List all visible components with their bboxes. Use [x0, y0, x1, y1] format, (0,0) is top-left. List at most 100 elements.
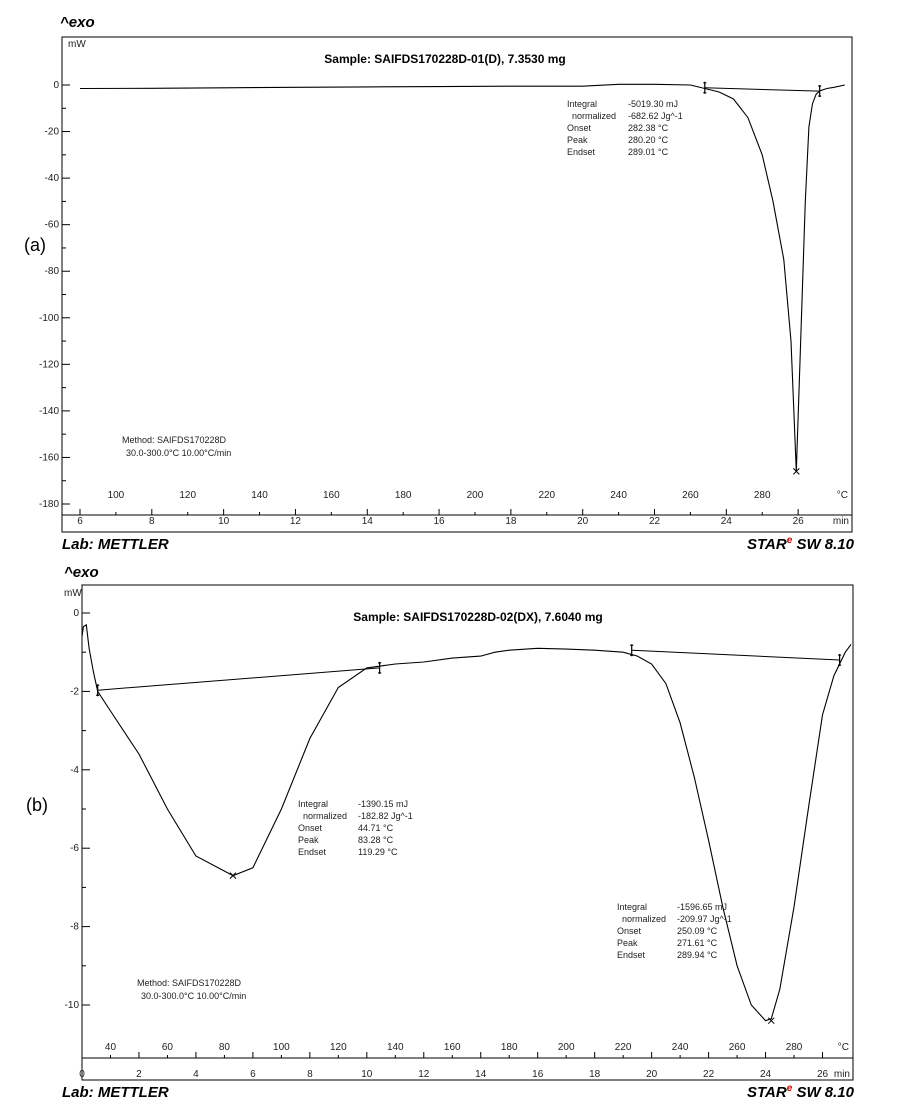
exo-label-b: ^exo: [64, 564, 99, 581]
limit-marker: [96, 684, 100, 697]
temp-tick-label: 60: [162, 1042, 174, 1053]
x-tick-label: 8: [149, 516, 155, 527]
x-tick-label: 26: [793, 516, 805, 527]
y-tick-label: -4: [70, 765, 79, 776]
result-value: 44.71 °C: [358, 823, 394, 833]
temp-tick-label: 160: [444, 1042, 461, 1053]
y-tick-label: -60: [45, 220, 60, 231]
y-tick-label: -8: [70, 922, 79, 933]
software-star-a: STAR: [747, 536, 787, 553]
software-star-b: STAR: [747, 1084, 787, 1101]
panel-label-a: (a): [24, 235, 46, 255]
y-unit-a: mW: [68, 39, 86, 50]
result-label: Endset: [298, 847, 327, 857]
result-value: -682.62 Jg^-1: [628, 111, 683, 121]
peak-marker: [792, 468, 800, 475]
method-line-1-b: Method: SAIFDS170228D: [137, 978, 242, 988]
temp-tick-label: 260: [729, 1042, 746, 1053]
result-value: 289.94 °C: [677, 950, 718, 960]
panel-label-b: (b): [26, 795, 48, 815]
x-tick-label: 20: [646, 1069, 658, 1080]
y-tick-label: 0: [73, 608, 79, 619]
y-tick-label: -80: [45, 266, 60, 277]
temp-tick-label: 220: [615, 1042, 632, 1053]
result-label: Onset: [617, 926, 642, 936]
x-tick-label: 10: [361, 1069, 373, 1080]
result-label: Onset: [567, 123, 592, 133]
result-label: Peak: [567, 135, 588, 145]
x-tick-label: 20: [577, 516, 589, 527]
sample-title-b: Sample: SAIFDS170228D-02(DX), 7.6040 mg: [353, 610, 602, 624]
y-unit-b: mW: [64, 588, 82, 599]
temp-tick-label: 280: [754, 490, 771, 501]
temp-tick-label: 240: [610, 490, 627, 501]
integration-baseline: [704, 87, 820, 92]
limit-marker: [818, 85, 822, 98]
y-tick-label: -40: [45, 173, 60, 184]
result-value: -1390.15 mJ: [358, 799, 408, 809]
temp-tick-label: 160: [323, 490, 340, 501]
result-label: Onset: [298, 823, 323, 833]
temp-tick-label: 140: [251, 490, 268, 501]
software-rest-a: SW 8.10: [792, 536, 854, 553]
result-value: 119.29 °C: [358, 847, 398, 857]
y-tick-label: -100: [39, 313, 59, 324]
result-value: -1596.65 mJ: [677, 902, 727, 912]
software-rest-b: SW 8.10: [792, 1084, 854, 1101]
dsc-curve: [81, 623, 852, 1022]
method-line-1-a: Method: SAIFDS170228D: [122, 435, 227, 445]
peak-marker: [229, 872, 237, 879]
software-e-b: e: [787, 1083, 793, 1094]
result-value: 83.28 °C: [358, 835, 394, 845]
temp-tick-label: 120: [179, 490, 196, 501]
temp-tick-label: 40: [105, 1042, 117, 1053]
y-tick-label: -160: [39, 452, 59, 463]
temp-tick-label: 200: [467, 490, 484, 501]
limit-marker: [378, 661, 382, 674]
temp-tick-label: 240: [672, 1042, 689, 1053]
y-tick-label: -180: [39, 499, 59, 510]
sample-title-a: Sample: SAIFDS170228D-01(D), 7.3530 mg: [324, 52, 565, 66]
x-tick-label: 4: [193, 1069, 199, 1080]
method-line-2-b: 30.0-300.0°C 10.00°C/min: [141, 991, 246, 1001]
result-label: Endset: [567, 147, 596, 157]
result-value: 280.20 °C: [628, 135, 669, 145]
plot-frame-a: [61, 36, 853, 533]
software-e-a: e: [787, 535, 793, 546]
plot-frame-b: [81, 584, 854, 1081]
x-tick-label: 6: [250, 1069, 256, 1080]
x-axis-label: min: [834, 1069, 850, 1080]
method-line-2-a: 30.0-300.0°C 10.00°C/min: [126, 448, 231, 458]
y-tick-label: -6: [70, 843, 79, 854]
temp-axis-unit: °C: [838, 1042, 849, 1053]
result-label: Integral: [567, 99, 597, 109]
dsc-curve: [79, 83, 845, 472]
limit-marker: [630, 644, 634, 657]
integration-baseline: [631, 649, 840, 661]
result-value: -209.97 Jg^-1: [677, 914, 732, 924]
panel-b: ^exo (b) mW Sample: SAIFDS170228D-02(DX)…: [26, 564, 855, 1101]
y-tick-label: -10: [65, 1000, 80, 1011]
x-tick-label: 14: [475, 1069, 487, 1080]
result-value: -5019.30 mJ: [628, 99, 678, 109]
x-tick-label: 22: [703, 1069, 715, 1080]
temp-tick-label: 280: [786, 1042, 803, 1053]
result-label: Integral: [298, 799, 328, 809]
chart-b: 0-2-4-6-8-100 2 4 6 8 10 12 14 16 18 20 22 24 26 min40…: [65, 608, 852, 1080]
y-tick-label: -140: [39, 406, 59, 417]
integration-baseline: [97, 667, 380, 691]
panel-a: ^exo (a) mW Sample: SAIFDS170228D-01(D),…: [24, 14, 855, 553]
y-tick-label: 0: [53, 80, 59, 91]
svg-text:STARe SW 8.10: STARe SW 8.10: [747, 1083, 855, 1101]
result-label: Peak: [617, 938, 638, 948]
y-tick-label: -120: [39, 359, 59, 370]
temp-tick-label: 100: [273, 1042, 290, 1053]
x-tick-label: 6: [77, 516, 83, 527]
x-tick-label: 18: [505, 516, 517, 527]
limit-marker: [838, 654, 842, 667]
exo-label-a: ^exo: [60, 14, 95, 31]
result-label: Integral: [617, 902, 647, 912]
results-block-b2: Integral normalized Onset Peak Endset -1…: [617, 902, 732, 960]
temp-tick-label: 200: [558, 1042, 575, 1053]
